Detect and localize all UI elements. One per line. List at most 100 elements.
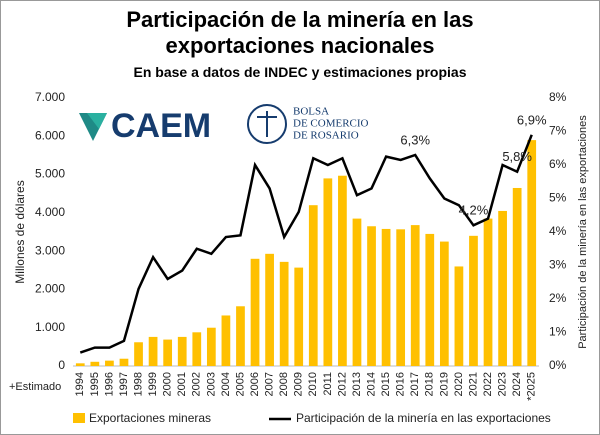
- bar: [294, 267, 304, 366]
- bar: [250, 258, 260, 366]
- legend-label: Exportaciones mineras: [89, 411, 211, 425]
- bar: [469, 235, 478, 366]
- x-tick-label: 2009: [293, 372, 305, 396]
- x-tick-label: 2013: [351, 372, 363, 396]
- bar: [396, 229, 406, 366]
- data-label: 4,2%: [459, 203, 489, 218]
- x-tick-label: 2022: [482, 372, 494, 396]
- bar: [512, 187, 522, 366]
- y2-tick-label: 5%: [549, 191, 567, 205]
- x-tick-label: 2012: [336, 372, 348, 396]
- bar: [105, 360, 114, 366]
- y2-tick-label: 2%: [549, 291, 567, 305]
- bar: [163, 339, 173, 366]
- y-tick-label: 0: [58, 358, 65, 372]
- data-label: 6,3%: [400, 132, 430, 147]
- chart-subtitle: En base a datos de INDEC y estimaciones …: [133, 64, 467, 80]
- x-tick-label: 2005: [234, 372, 246, 396]
- x-tick-label: 1995: [89, 372, 101, 396]
- bolsa-logo: BOLSA: [293, 106, 329, 118]
- bar: [338, 175, 347, 366]
- x-tick-label: 2016: [395, 372, 407, 396]
- bar: [236, 306, 245, 366]
- caem-logo: CAEM: [111, 107, 211, 145]
- x-tick-label: 2020: [453, 372, 465, 396]
- x-tick-label: 2024: [511, 372, 523, 396]
- x-tick-label: 1998: [132, 372, 144, 396]
- legend-swatch: [73, 413, 85, 423]
- y2-tick-label: 4%: [549, 224, 567, 238]
- bar: [279, 261, 289, 366]
- bar: [410, 225, 420, 366]
- x-tick-label: 2015: [380, 372, 392, 396]
- x-tick-label: 2019: [438, 372, 450, 396]
- y2-tick-label: 1%: [549, 325, 567, 339]
- x-tick-label: 2006: [249, 372, 261, 396]
- y2-tick-label: 3%: [549, 258, 567, 272]
- bar: [439, 241, 449, 366]
- bar: [221, 315, 231, 366]
- x-tick-label: 2017: [409, 372, 421, 396]
- y-tick-label: 2.000: [35, 282, 65, 296]
- x-tick-label: 1994: [74, 372, 86, 396]
- x-tick-label: *2025: [526, 372, 538, 401]
- bar: [177, 336, 187, 366]
- y2-tick-label: 0%: [549, 358, 567, 372]
- chart-title: Participación de la minería en las expor…: [126, 7, 474, 58]
- x-tick-label: 2023: [497, 372, 509, 396]
- x-tick-label: 2007: [264, 372, 276, 396]
- x-tick-label: 2003: [205, 372, 217, 396]
- bar: [527, 140, 537, 366]
- bar: [308, 205, 318, 366]
- bolsa-icon: [247, 104, 287, 144]
- x-tick-label: 2008: [278, 372, 290, 396]
- legend-label: Participación de la minería en las expor…: [296, 411, 551, 425]
- data-label: 6,9%: [517, 112, 547, 127]
- caem-icon: [87, 113, 107, 129]
- bar: [425, 233, 435, 366]
- y2-tick-label: 7%: [549, 124, 567, 138]
- x-tick-label: 1997: [118, 372, 130, 396]
- x-tick-label: 2002: [191, 372, 203, 396]
- bar: [498, 210, 507, 366]
- x-tick-label: 2000: [162, 372, 174, 396]
- x-tick-label: 2018: [424, 372, 436, 396]
- bar: [75, 363, 85, 366]
- x-tick-label: 1996: [103, 372, 115, 396]
- x-tick-label: 1999: [147, 372, 159, 396]
- y-tick-label: 4.000: [35, 205, 65, 219]
- bar: [119, 358, 129, 366]
- bar: [381, 228, 391, 366]
- bar: [352, 218, 362, 366]
- bar: [367, 226, 376, 366]
- x-tick-label: 2004: [220, 372, 232, 396]
- bar: [483, 218, 493, 366]
- bar: [206, 327, 216, 366]
- y2-axis-title: Participación de la minería en las expor…: [577, 115, 589, 349]
- x-tick-label: 2021: [467, 372, 479, 396]
- y2-tick-label: 6%: [549, 157, 567, 171]
- y-tick-label: 1.000: [35, 320, 65, 334]
- bar: [134, 342, 143, 366]
- y-tick-label: 3.000: [35, 243, 65, 257]
- x-tick-label: 2001: [176, 372, 188, 396]
- bar: [192, 332, 202, 366]
- x-tick-label: 2014: [365, 372, 377, 396]
- line: [79, 134, 533, 354]
- y-tick-label: 6.000: [35, 128, 65, 142]
- bolsa-logo: DE COMERCIO: [293, 118, 369, 130]
- x-tick-label: 2011: [322, 372, 334, 396]
- bar: [265, 253, 274, 366]
- y-tick-label: 5.000: [35, 167, 65, 181]
- bar: [454, 266, 464, 366]
- bar: [90, 361, 100, 366]
- data-label: 5,8%: [502, 149, 532, 164]
- bar: [148, 336, 158, 366]
- annotation: +Estimado: [9, 381, 61, 393]
- y-axis-title: Millones de dólares: [13, 180, 27, 283]
- bolsa-logo: DE ROSARIO: [293, 130, 359, 142]
- y-tick-label: 7.000: [35, 90, 65, 104]
- x-tick-label: 2010: [307, 372, 319, 396]
